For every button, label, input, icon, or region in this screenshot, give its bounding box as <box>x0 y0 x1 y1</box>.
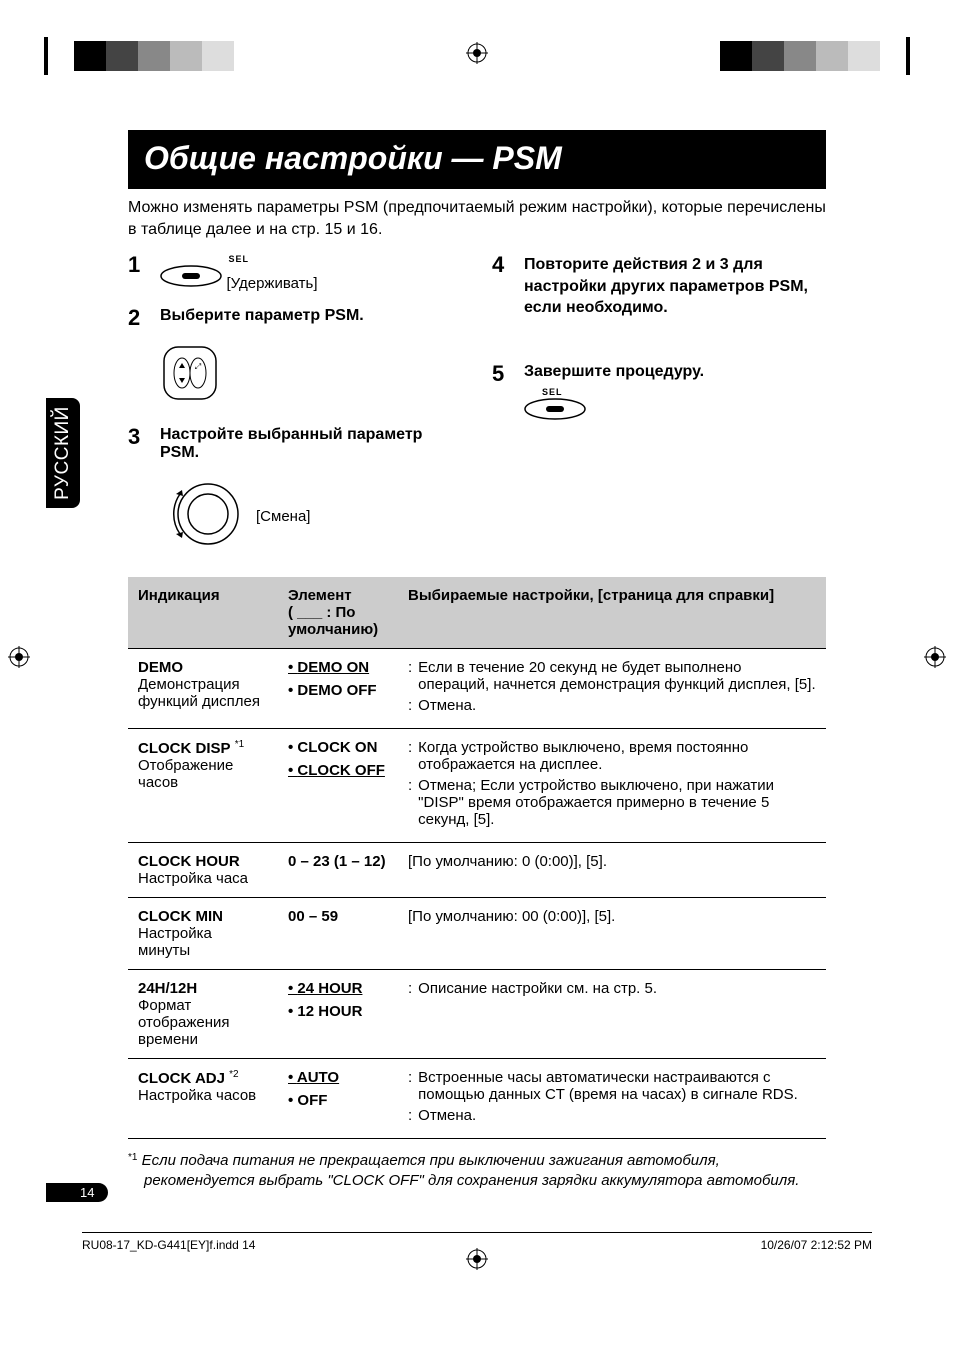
element-cell: DEMO ONDEMO OFF <box>278 649 398 729</box>
step-number: 3 <box>128 426 150 448</box>
element-cell: 00 – 59 <box>278 898 398 970</box>
description-cell: [По умолчанию: 00 (0:00)], [5]. <box>398 898 826 970</box>
indication-cell: DEMOДемонстрация функций дисплея <box>128 649 278 729</box>
footer-filename: RU08-17_KD-G441[EY]f.indd 14 <box>82 1238 255 1252</box>
table-header-indication: Индикация <box>128 577 278 649</box>
footer: RU08-17_KD-G441[EY]f.indd 14 10/26/07 2:… <box>82 1232 872 1252</box>
step-2: 2 Выберите параметр PSM. <box>128 307 462 329</box>
description-cell: :Встроенные часы автоматически настраива… <box>398 1059 826 1139</box>
sel-button-icon <box>160 264 222 293</box>
table-header-element: Элемент ( ___ : По умолчанию) <box>278 577 398 649</box>
description-cell: :Если в течение 20 секунд не будет выпол… <box>398 649 826 729</box>
element-cell: 0 – 23 (1 – 12) <box>278 843 398 898</box>
step-number: 5 <box>492 363 514 385</box>
language-tab: РУССКИЙ <box>46 398 80 508</box>
page-number: 14 <box>46 1183 108 1202</box>
element-cell: CLOCK ONCLOCK OFF <box>278 729 398 843</box>
intro-text: Можно изменять параметры PSM (предпочита… <box>128 197 826 240</box>
step-number: 1 <box>128 254 150 276</box>
description-cell: :Описание настройки см. на стр. 5. <box>398 970 826 1059</box>
step-text: Выберите параметр PSM. <box>160 307 364 325</box>
navpad-icon: ⤢ <box>160 343 462 408</box>
step-3: 3 Настройте выбранный параметр PSM. <box>128 426 462 462</box>
sel-label: SEL <box>542 387 704 397</box>
step-text: Настройте выбранный параметр PSM. <box>160 426 462 462</box>
table-row: CLOCK ADJ *2Настройка часовAUTOOFF:Встро… <box>128 1059 826 1139</box>
psm-settings-table: Индикация Элемент ( ___ : По умолчанию) … <box>128 577 826 1139</box>
svg-text:⤢: ⤢ <box>194 362 201 371</box>
footnote: *1 Если подача питания не прекращается п… <box>128 1151 826 1192</box>
step-text: Повторите действия 2 и 3 для настройки д… <box>524 254 826 319</box>
description-cell: [По умолчанию: 0 (0:00)], [5]. <box>398 843 826 898</box>
step-1: 1 SEL [Удерживать] <box>128 254 462 293</box>
table-header-settings: Выбираемые настройки, [страница для спра… <box>398 577 826 649</box>
element-cell: AUTOOFF <box>278 1059 398 1139</box>
sel-label: SEL <box>160 254 318 264</box>
indication-cell: CLOCK MINНастройка минуты <box>128 898 278 970</box>
sel-button-icon <box>524 397 586 426</box>
table-row: DEMOДемонстрация функций дисплеяDEMO OND… <box>128 649 826 729</box>
step-4: 4 Повторите действия 2 и 3 для настройки… <box>492 254 826 319</box>
description-cell: :Когда устройство выключено, время посто… <box>398 729 826 843</box>
language-tab-label: РУССКИЙ <box>52 406 74 500</box>
table-row: CLOCK DISP *1Отображение часовCLOCK ONCL… <box>128 729 826 843</box>
step-note: [Удерживать] <box>226 275 317 292</box>
footer-timestamp: 10/26/07 2:12:52 PM <box>761 1238 872 1252</box>
step-5: 5 Завершите процедуру. SEL <box>492 363 826 426</box>
table-row: 24H/12HФормат отображения времени24 HOUR… <box>128 970 826 1059</box>
indication-cell: CLOCK ADJ *2Настройка часов <box>128 1059 278 1139</box>
step-note: [Смена] <box>256 508 310 525</box>
dial-icon <box>160 476 248 557</box>
element-cell: 24 HOUR12 HOUR <box>278 970 398 1059</box>
registration-mark-icon <box>8 646 30 668</box>
table-row: CLOCK MINНастройка минуты00 – 59[По умол… <box>128 898 826 970</box>
indication-cell: 24H/12HФормат отображения времени <box>128 970 278 1059</box>
step-text: Завершите процедуру. <box>524 363 704 381</box>
table-row: CLOCK HOURНастройка часа0 – 23 (1 – 12)[… <box>128 843 826 898</box>
page-title: Общие настройки — PSM <box>128 130 826 189</box>
step-number: 2 <box>128 307 150 329</box>
indication-cell: CLOCK HOURНастройка часа <box>128 843 278 898</box>
step-number: 4 <box>492 254 514 276</box>
indication-cell: CLOCK DISP *1Отображение часов <box>128 729 278 843</box>
registration-mark-icon <box>924 646 946 668</box>
color-calibration-strip <box>44 38 910 74</box>
